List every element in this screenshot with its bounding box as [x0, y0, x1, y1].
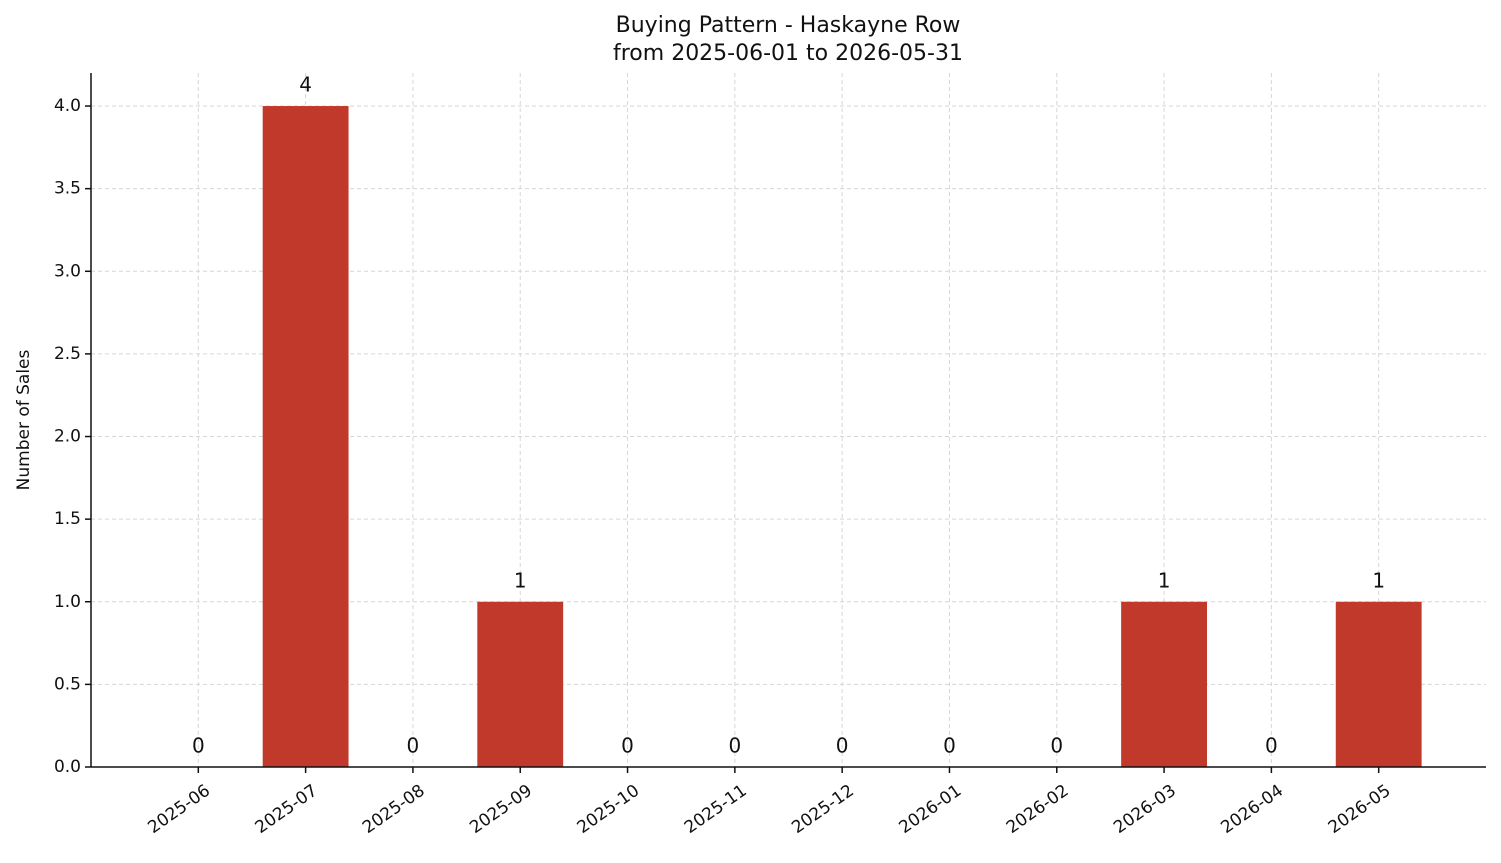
chart-title: Buying Pattern - Haskayne Row [616, 13, 961, 38]
value-label: 1 [514, 568, 527, 592]
y-tick-label: 0.0 [54, 757, 81, 777]
value-label: 0 [1050, 734, 1063, 758]
value-label: 0 [1265, 734, 1278, 758]
y-tick-label: 4.0 [54, 96, 81, 116]
x-tick-label: 2025-11 [681, 781, 751, 838]
x-tick-label: 2025-06 [144, 781, 214, 838]
y-axis-label: Number of Sales [14, 349, 34, 490]
x-tick-label: 2025-12 [788, 781, 858, 838]
x-tick-label: 2025-07 [252, 781, 322, 838]
value-label: 0 [836, 734, 849, 758]
x-tick-label: 2026-01 [896, 781, 966, 838]
y-tick-label: 2.5 [54, 344, 81, 364]
value-label: 0 [943, 734, 956, 758]
value-label: 0 [407, 734, 420, 758]
x-tick-label: 2025-09 [466, 781, 536, 838]
x-tick-label: 2026-04 [1217, 781, 1287, 838]
value-label: 4 [299, 73, 312, 97]
value-label: 1 [1158, 568, 1171, 592]
x-tick-label: 2025-08 [359, 781, 429, 838]
x-tick-label: 2026-02 [1003, 781, 1073, 838]
bar [262, 106, 349, 768]
value-label: 1 [1372, 568, 1385, 592]
bar [1121, 601, 1207, 767]
y-tick-label: 1.5 [54, 509, 81, 529]
y-tick-label: 2.0 [54, 427, 81, 447]
x-tick-label: 2026-03 [1110, 781, 1180, 838]
y-tick-label: 3.0 [54, 261, 81, 281]
x-tick-label: 2026-05 [1325, 781, 1395, 838]
y-tick-label: 0.5 [54, 674, 81, 694]
value-label: 0 [621, 734, 634, 758]
chart-subtitle: from 2025-06-01 to 2026-05-31 [613, 41, 963, 66]
x-tick-label: 2025-10 [574, 781, 644, 838]
bar [1335, 601, 1422, 767]
y-tick-label: 3.5 [54, 179, 81, 199]
value-label: 0 [192, 734, 205, 758]
value-label: 0 [728, 734, 741, 758]
bar [477, 601, 564, 767]
y-tick-label: 1.0 [54, 592, 81, 612]
